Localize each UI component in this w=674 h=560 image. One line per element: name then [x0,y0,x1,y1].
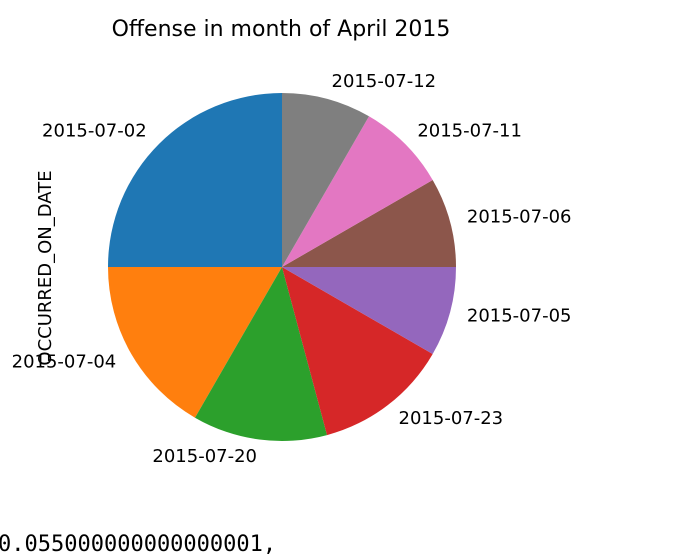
pie-slice [282,116,433,267]
slice-label: 2015-07-04 [12,352,117,373]
y-axis-label: OCCURRED_ON_DATE [35,170,56,365]
slice-label: 2015-07-05 [467,306,572,327]
slice-label: 2015-07-23 [399,408,504,429]
pie-chart: Offense in month of April 2015 2015-07-0… [12,17,572,467]
pie-labels: 2015-07-02 2015-07-04 2015-07-20 2015-07-23… [12,71,572,467]
pie-slice [282,267,456,354]
slice-label: 2015-07-20 [152,446,257,467]
pie-slice [282,93,369,267]
slice-label: 2015-07-06 [467,206,572,227]
cell-output-text: 0.055000000000000001, [0,532,277,557]
slice-label: 2015-07-02 [42,121,147,142]
chart-title: Offense in month of April 2015 [112,17,451,42]
pie-wedges [108,93,456,441]
slice-label: 2015-07-12 [332,71,437,92]
pie-slice [282,180,456,267]
slice-label: 2015-07-11 [417,121,522,142]
pie-slice [108,93,282,267]
pie-slice [282,267,433,436]
pie-slice [195,267,328,441]
pie-slice [108,267,282,418]
